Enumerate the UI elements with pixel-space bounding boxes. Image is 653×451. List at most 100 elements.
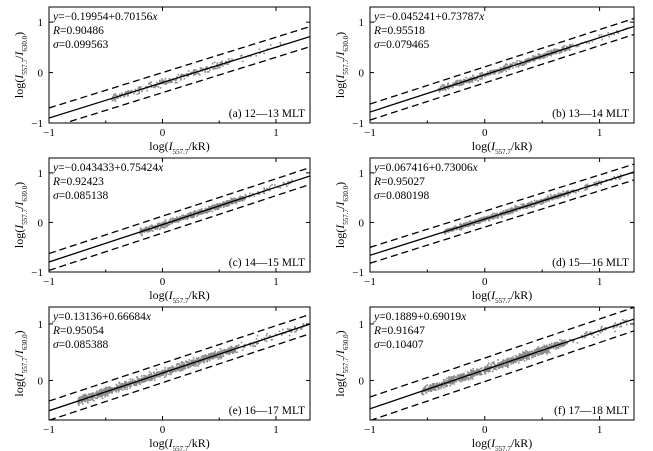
data-point <box>528 355 530 357</box>
data-point <box>166 82 168 84</box>
data-point <box>557 193 560 196</box>
data-point <box>196 358 199 361</box>
data-point <box>243 343 246 346</box>
data-point <box>227 201 229 203</box>
standard-deviation: σ=0.079465 <box>374 39 430 51</box>
data-point <box>140 375 143 377</box>
data-point <box>184 367 187 370</box>
data-point <box>175 218 177 220</box>
data-point <box>163 227 165 229</box>
data-point <box>78 404 80 407</box>
data-point <box>173 220 176 223</box>
upper-bound-line <box>370 307 634 398</box>
data-point <box>191 363 194 365</box>
data-point <box>424 391 427 393</box>
data-point <box>226 349 228 351</box>
data-point <box>263 52 265 55</box>
data-point <box>534 203 537 205</box>
data-point <box>463 225 466 227</box>
data-point <box>473 370 475 372</box>
data-point <box>118 387 121 390</box>
data-point <box>115 383 118 386</box>
data-point <box>467 222 469 225</box>
data-point <box>290 331 292 333</box>
data-point <box>544 56 546 59</box>
data-point <box>482 219 484 222</box>
data-point <box>464 375 466 377</box>
data-point <box>105 389 108 392</box>
data-point <box>96 391 99 394</box>
data-point <box>183 77 186 80</box>
data-point <box>489 215 491 218</box>
data-point <box>171 365 173 368</box>
data-point <box>551 195 553 198</box>
data-point <box>282 182 285 184</box>
data-point <box>147 229 150 231</box>
data-point <box>474 222 477 224</box>
data-point <box>599 331 601 333</box>
data-point <box>462 83 465 85</box>
data-point <box>491 214 493 216</box>
data-point <box>241 199 244 202</box>
data-point <box>161 78 163 80</box>
data-point <box>118 388 120 390</box>
plot-area <box>370 307 634 420</box>
data-point <box>512 67 514 69</box>
data-point <box>550 49 553 52</box>
data-point <box>275 333 277 336</box>
data-point <box>449 379 451 381</box>
data-point <box>450 377 453 379</box>
y-tick-label: 1 <box>38 168 44 180</box>
data-point <box>121 383 124 385</box>
data-point <box>157 371 159 374</box>
data-point <box>446 377 448 379</box>
data-point <box>281 333 283 336</box>
data-point <box>204 71 207 73</box>
data-point <box>87 400 89 403</box>
data-point <box>220 357 222 360</box>
data-point <box>148 374 150 376</box>
y-tick-label: 1 <box>359 168 365 180</box>
data-point <box>97 396 99 398</box>
data-point <box>494 72 496 74</box>
data-point <box>567 190 570 192</box>
data-point <box>120 386 123 389</box>
data-point <box>490 215 492 218</box>
data-point <box>125 91 127 93</box>
data-point <box>599 331 602 334</box>
data-point <box>483 371 486 373</box>
data-point <box>127 384 129 387</box>
data-point <box>154 376 157 378</box>
data-point <box>214 353 217 356</box>
data-point <box>255 343 258 345</box>
data-point <box>489 366 491 368</box>
data-point <box>554 52 557 55</box>
x-tick-label: 0 <box>482 276 488 288</box>
data-point <box>77 403 80 405</box>
data-point <box>501 366 504 369</box>
upper-bound-line <box>49 313 310 402</box>
data-point <box>148 82 151 84</box>
data-point <box>165 369 168 371</box>
data-point <box>229 352 231 354</box>
data-point <box>269 185 272 187</box>
data-point <box>436 386 439 389</box>
x-axis-label: log(I557.7/kR) <box>472 436 532 451</box>
data-point <box>531 356 533 359</box>
data-point <box>225 205 227 207</box>
y-tick-label: −1 <box>31 118 43 130</box>
data-point <box>91 398 94 401</box>
data-point <box>617 32 619 34</box>
y-tick-label: 0 <box>38 217 44 229</box>
data-point <box>562 343 565 345</box>
data-point <box>195 69 197 71</box>
data-point <box>154 225 157 227</box>
data-point <box>538 54 541 56</box>
data-point <box>460 375 462 377</box>
data-point <box>80 395 83 398</box>
data-point <box>208 205 210 208</box>
data-point <box>507 209 509 212</box>
data-point <box>285 185 288 187</box>
data-point <box>168 223 170 226</box>
data-point <box>193 69 196 71</box>
